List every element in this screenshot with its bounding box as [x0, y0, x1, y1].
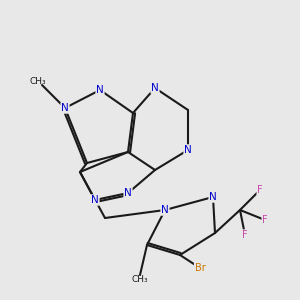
Text: F: F [242, 230, 248, 240]
Text: F: F [262, 215, 268, 225]
Text: N: N [151, 83, 159, 93]
Text: N: N [209, 192, 217, 202]
Text: N: N [161, 205, 169, 215]
Text: CH₃: CH₃ [29, 77, 46, 86]
Text: N: N [96, 85, 104, 95]
Text: N: N [184, 145, 192, 155]
Text: CH₃: CH₃ [132, 275, 148, 284]
Text: N: N [91, 195, 99, 205]
Text: Br: Br [195, 263, 206, 273]
Text: N: N [61, 103, 69, 113]
Text: F: F [257, 185, 263, 195]
Text: N: N [124, 188, 132, 198]
